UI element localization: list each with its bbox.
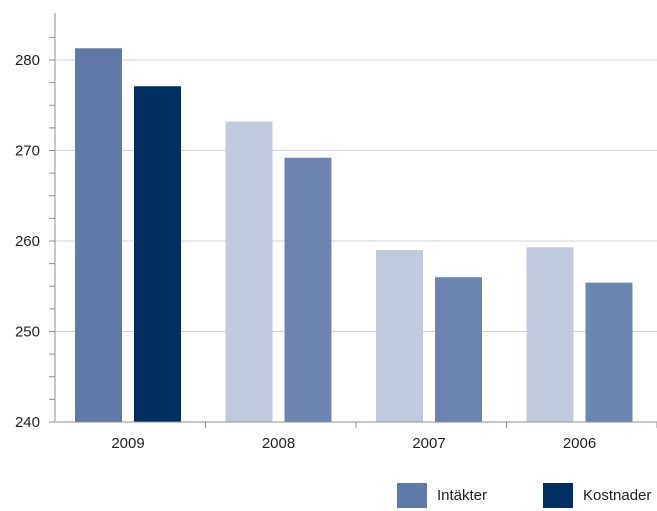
bar-2009-intakter: [75, 48, 122, 423]
bar-2007-intakter: [376, 250, 423, 422]
x-tick-label-2007: 2007: [412, 435, 445, 452]
legend-label-intakter: Intäkter: [437, 487, 488, 504]
x-tick-label-2008: 2008: [262, 435, 295, 452]
bar-2008-kostnader: [284, 157, 332, 423]
legend-swatch-intakter: [397, 483, 427, 508]
y-axis-labels: 240 250 260 270 280: [15, 52, 40, 431]
x-tick-label-2009: 2009: [111, 435, 144, 452]
legend-swatch-kostnader: [543, 483, 573, 508]
legend-item-kostnader: Kostnader: [543, 483, 651, 508]
legend-label-kostnader: Kostnader: [583, 487, 652, 504]
x-tick-label-2006: 2006: [563, 435, 596, 452]
bar-2008-intakter: [225, 121, 273, 422]
axes: [49, 13, 657, 428]
bars: [75, 48, 633, 423]
bar-2006-intakter: [526, 247, 574, 422]
bar-2006-kostnader: [585, 282, 633, 422]
y-tick-label-240: 240: [15, 414, 40, 431]
bar-2009-kostnader: [134, 86, 181, 423]
x-axis-labels: 2009 2008 2007 2006: [111, 435, 596, 452]
y-tick-label-260: 260: [15, 233, 40, 250]
legend-item-intakter: Intäkter: [397, 483, 487, 508]
bar-2007-kostnader: [435, 277, 482, 422]
legend: Intäkter Kostnader: [0, 483, 657, 511]
bar-chart: 240 250 260 270 280 2009 2008 2007 2006: [15, 13, 657, 452]
y-tick-label-250: 250: [15, 324, 40, 341]
y-tick-label-280: 280: [15, 52, 40, 69]
y-tick-label-270: 270: [15, 143, 40, 160]
